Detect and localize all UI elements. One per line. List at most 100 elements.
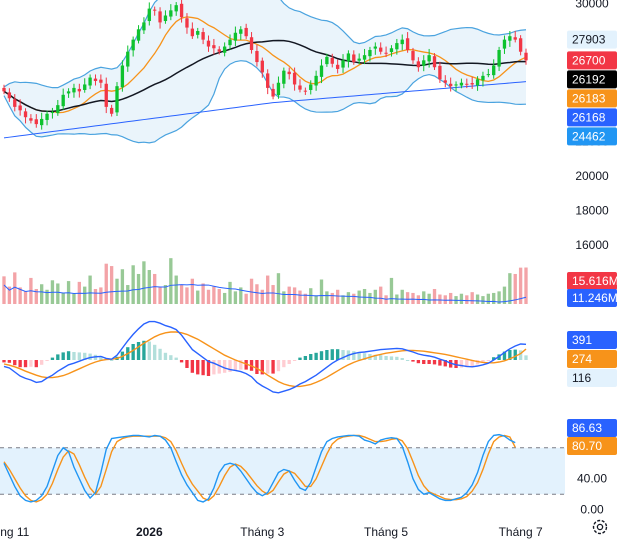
volume-bar [109, 266, 114, 304]
candle-body [93, 78, 98, 82]
macd-histogram-bar [422, 360, 426, 364]
volume-bar [379, 286, 383, 304]
volume-bar [18, 287, 22, 304]
stochastic-d-badge-bg [567, 437, 617, 455]
candle-body [158, 11, 162, 23]
volume-bar [427, 293, 431, 304]
bollinger-band-fill [4, 0, 526, 143]
candle-body [185, 18, 189, 28]
macd-histogram-bar [384, 356, 388, 360]
volume-bar [432, 288, 437, 304]
volume-bar [389, 277, 394, 304]
macd-histogram-bar [416, 360, 421, 364]
stochastic-panel [0, 433, 565, 503]
candle-body [239, 29, 243, 34]
macd-histogram-bar [7, 360, 12, 363]
candle-body [292, 72, 297, 85]
volume-bar [136, 273, 141, 304]
macd-histogram-bar [395, 356, 399, 360]
candle-body [163, 15, 168, 22]
macd-histogram-bar [352, 351, 356, 360]
volume-bar [492, 292, 496, 304]
candle-body [56, 105, 60, 114]
volume-bar [131, 265, 135, 304]
gear-icon[interactable] [591, 518, 609, 536]
candle-body [438, 65, 442, 80]
macd-badge-macd: 391 [572, 333, 592, 347]
macd-histogram-bar [88, 353, 92, 360]
volume-bar [266, 275, 270, 304]
volume-ma-badge: 11.246M [572, 291, 617, 305]
price-axis-tick: 30000 [575, 0, 609, 10]
volume-bar [341, 295, 345, 304]
volume-bar [405, 292, 410, 304]
candle-body [470, 83, 474, 85]
volume-bar [212, 286, 216, 304]
candle-body [104, 83, 108, 107]
volume-bar [400, 289, 404, 304]
macd-histogram-bar [169, 355, 173, 360]
stochastic-k-line [3, 433, 516, 503]
candle-body [222, 46, 227, 53]
candle-body [303, 90, 308, 92]
volume-bar [45, 289, 49, 304]
candle-body [287, 71, 291, 75]
volume-bar [2, 276, 6, 304]
volume-bar [249, 278, 254, 304]
candle-body [448, 83, 453, 87]
volume-bar [309, 288, 313, 304]
macd-histogram-bar [276, 360, 281, 372]
candle-body [475, 79, 480, 86]
volume-bar [319, 279, 324, 304]
price-badge-bollinger-upper-bg [567, 30, 617, 49]
macd-histogram-bar [13, 360, 17, 366]
candle-body [416, 61, 421, 68]
macd-histogram-bar [292, 360, 297, 361]
volume-bar [93, 288, 98, 304]
macd-histogram-bar [443, 360, 447, 367]
candle-body [411, 51, 415, 61]
candle-body [255, 51, 259, 63]
volume-bar [72, 293, 76, 304]
macd-histogram-bar [465, 360, 469, 368]
volume-badge: 15.616M [572, 274, 617, 288]
volume-bar [239, 287, 243, 304]
candle-body [50, 112, 55, 114]
volume-bar [222, 292, 227, 304]
candle-body [502, 39, 507, 49]
macd-histogram-bar [492, 357, 496, 360]
volume-bar [190, 278, 195, 304]
candle-body [497, 49, 501, 67]
macd-histogram-bar [131, 344, 135, 360]
candle-body [40, 118, 44, 126]
volume-panel [2, 258, 528, 304]
candle-body [217, 49, 221, 52]
volume-bar [61, 292, 65, 304]
price-badge-bollinger-lower: 24462 [572, 129, 606, 143]
macd-histogram-bar [389, 356, 394, 360]
macd-histogram-bar [481, 360, 485, 363]
candle-body [513, 37, 517, 40]
candle-body [443, 80, 447, 83]
macd-histogram-bar [23, 360, 28, 368]
volume-bar [196, 290, 200, 304]
stochastic-d-line [3, 434, 516, 503]
macd-panel [2, 320, 528, 394]
volume-bar [524, 267, 528, 304]
macd-histogram-bar [45, 360, 49, 361]
macd-histogram-bar [136, 342, 141, 360]
volume-badge-bg [567, 272, 617, 290]
macd-histogram-bar [222, 360, 227, 373]
macd-histogram-bar [454, 360, 458, 368]
candle-body [147, 8, 151, 22]
volume-bar [7, 286, 12, 304]
volume-bar [298, 290, 302, 304]
price-badge-ma-long: 26192 [572, 72, 606, 86]
macd-histogram-bar [50, 357, 55, 360]
macd-histogram-bar [427, 360, 431, 364]
candle-body [233, 32, 238, 41]
macd-badge-histogram-bg [567, 369, 617, 387]
volume-bar [153, 273, 157, 304]
candle-body [249, 37, 254, 50]
